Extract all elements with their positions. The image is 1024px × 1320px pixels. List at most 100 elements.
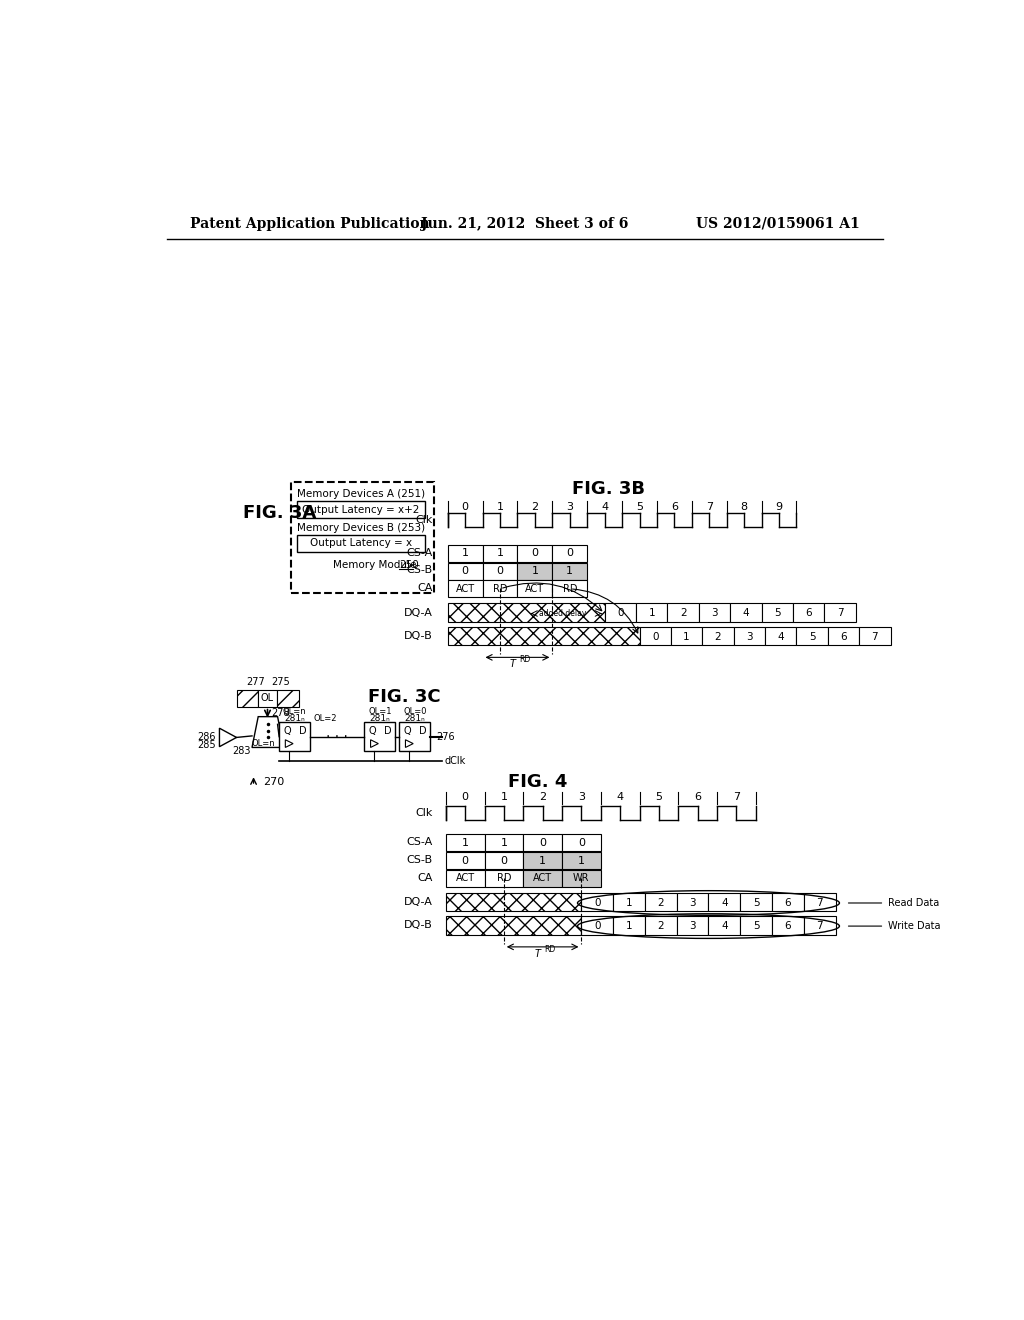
Bar — [740, 916, 772, 935]
Bar — [824, 603, 856, 622]
Text: 6: 6 — [784, 898, 792, 908]
Bar — [552, 562, 587, 579]
Text: Q: Q — [369, 726, 376, 737]
Text: 5: 5 — [774, 609, 780, 619]
Bar — [523, 853, 562, 869]
Text: Q: Q — [403, 726, 411, 737]
Text: FIG. 3A: FIG. 3A — [243, 504, 316, 521]
Bar — [297, 535, 425, 552]
Text: CA: CA — [417, 583, 432, 593]
Bar — [482, 545, 517, 562]
Text: OL=n: OL=n — [283, 706, 306, 715]
Bar — [562, 870, 601, 887]
Text: 7: 7 — [733, 792, 740, 803]
Text: 3: 3 — [689, 898, 696, 908]
Text: 6: 6 — [805, 609, 812, 619]
Bar — [677, 916, 709, 935]
Bar — [765, 627, 797, 645]
Text: 2: 2 — [531, 502, 539, 512]
Text: WR: WR — [573, 874, 590, 883]
Bar — [365, 722, 395, 751]
Text: 6: 6 — [694, 792, 701, 803]
Text: 1: 1 — [539, 855, 546, 866]
Bar — [482, 581, 517, 598]
Bar — [482, 562, 517, 579]
Text: 0: 0 — [566, 548, 573, 558]
Bar — [793, 603, 824, 622]
Bar — [859, 627, 891, 645]
Text: D: D — [384, 726, 391, 737]
Text: 2: 2 — [715, 631, 721, 642]
Text: T: T — [510, 659, 516, 669]
Text: OL=n: OL=n — [252, 739, 275, 748]
Bar — [797, 627, 827, 645]
Bar — [445, 834, 484, 851]
Text: 1: 1 — [497, 548, 504, 558]
Text: 2: 2 — [657, 921, 665, 931]
Text: 1: 1 — [531, 566, 539, 576]
Text: DQ-B: DQ-B — [403, 920, 432, 931]
Text: 1: 1 — [648, 609, 655, 619]
Bar — [740, 892, 772, 911]
Bar — [445, 892, 582, 911]
Text: 1: 1 — [566, 566, 573, 576]
Bar — [804, 892, 836, 911]
Text: 7: 7 — [816, 921, 823, 931]
Polygon shape — [219, 729, 237, 747]
Bar — [447, 627, 640, 645]
Bar — [709, 916, 740, 935]
Text: OL=2: OL=2 — [314, 714, 337, 723]
Text: 0: 0 — [652, 631, 658, 642]
Bar — [702, 627, 733, 645]
Polygon shape — [406, 739, 414, 747]
Text: CS-B: CS-B — [407, 565, 432, 576]
Bar — [733, 627, 765, 645]
Bar — [604, 603, 636, 622]
Bar — [445, 870, 484, 887]
Bar — [582, 916, 613, 935]
Bar — [772, 892, 804, 911]
Text: Output Latency = x+2: Output Latency = x+2 — [302, 504, 420, 515]
Text: 0: 0 — [578, 838, 585, 847]
Bar — [280, 722, 310, 751]
Text: 0: 0 — [617, 609, 624, 619]
Text: DQ-A: DQ-A — [403, 607, 432, 618]
Bar — [399, 722, 430, 751]
Polygon shape — [371, 739, 378, 747]
Text: Write Data: Write Data — [888, 921, 941, 931]
Text: 7: 7 — [816, 898, 823, 908]
Text: 5: 5 — [753, 921, 760, 931]
Text: Clk: Clk — [415, 515, 432, 525]
Text: 1: 1 — [683, 631, 690, 642]
Bar — [613, 916, 645, 935]
Text: Memory Module: Memory Module — [334, 560, 423, 570]
Bar — [484, 870, 523, 887]
Bar — [640, 627, 671, 645]
Bar — [291, 482, 434, 594]
Text: 0: 0 — [462, 566, 469, 576]
Text: 270: 270 — [263, 777, 285, 787]
Bar — [517, 545, 552, 562]
Text: DQ-A: DQ-A — [403, 898, 432, 907]
Text: 0: 0 — [594, 921, 600, 931]
Text: CA: CA — [417, 873, 432, 883]
Text: 9: 9 — [775, 502, 782, 512]
Text: dClk: dClk — [444, 755, 466, 766]
Text: 4: 4 — [616, 792, 624, 803]
Bar — [258, 689, 276, 706]
Text: 0: 0 — [594, 898, 600, 908]
Bar — [297, 502, 425, 517]
Bar — [562, 853, 601, 869]
Bar — [523, 870, 562, 887]
Bar — [447, 545, 482, 562]
Text: 0: 0 — [531, 548, 539, 558]
Text: Memory Devices A (251): Memory Devices A (251) — [297, 490, 425, 499]
Text: RD: RD — [519, 655, 530, 664]
Text: 2: 2 — [539, 792, 546, 803]
Text: ACT: ACT — [456, 583, 475, 594]
Bar — [804, 916, 836, 935]
Text: 278: 278 — [271, 708, 290, 718]
Bar — [523, 834, 562, 851]
Text: ACT: ACT — [534, 874, 552, 883]
Bar — [636, 603, 668, 622]
